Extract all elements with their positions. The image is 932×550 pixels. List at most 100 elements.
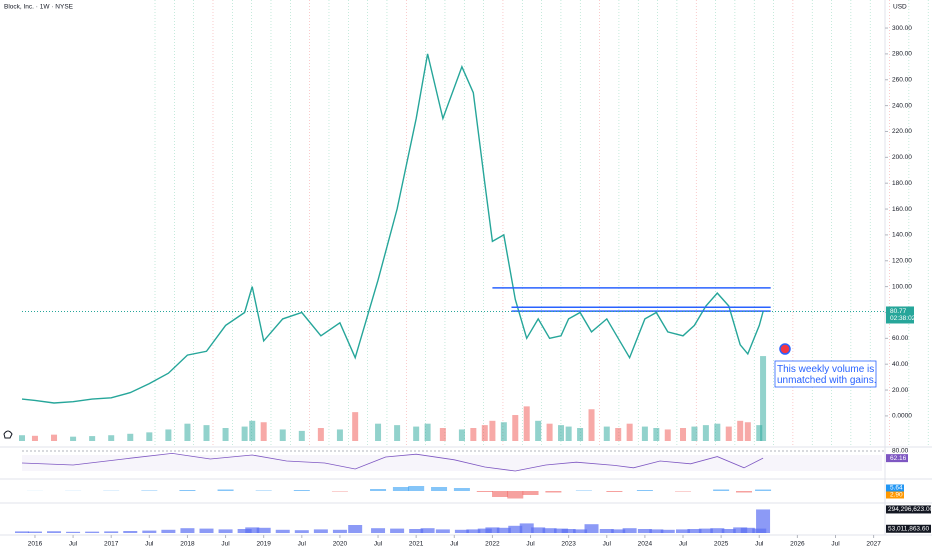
x-tick-label: 2023 [561,541,576,548]
histogram-bar [179,490,196,491]
x-tick-label: 2018 [180,541,195,548]
x-tick-label: Jul [298,541,307,548]
y-tick-label: 0.0000 [892,413,912,420]
x-tick-label: 2024 [638,541,653,548]
volume-bar [89,436,96,441]
volume-bar [702,425,709,441]
volume-bar [508,525,523,533]
volume-bar [691,426,698,441]
y-tick-label: 240.00 [892,102,912,109]
volume-bar [15,531,29,533]
volume-bar [332,529,347,533]
volume-bar [245,527,260,533]
volume-bar [599,529,614,533]
volume-bar [622,528,637,533]
volume-bar [218,529,233,533]
volume-bar [558,425,565,441]
x-tick-label: Jul [755,541,764,548]
histogram-bar [255,490,272,491]
last-price-label: 80.77 [890,308,907,315]
volume-bar [535,420,542,441]
volume-bar [660,529,675,533]
volume-bar [744,422,751,441]
volume-bar [737,420,744,441]
histogram-bar [575,490,592,491]
volume-bar [70,436,77,441]
volume-bar [123,531,138,533]
logo [3,430,13,439]
histogram-bar [476,491,493,492]
rsi-value-label: 62.16 [890,455,907,462]
volume-bar [260,422,267,441]
volume-bar [31,435,38,441]
volume-value-label: 53,011,863.60 [888,525,929,532]
histogram-bar [331,491,348,492]
volume-bar [371,528,386,533]
rsi-value-box [886,454,908,463]
histogram-bar [713,489,730,491]
volume-bar [203,425,210,441]
histogram-bar [141,490,158,491]
y-tick-label: 200.00 [892,154,912,161]
volume-bar [439,428,446,441]
volume-bar [546,423,553,441]
volume-bar [676,529,691,533]
histogram-bar [522,491,539,495]
histogram-bar [507,491,524,499]
x-tick-label: 2027 [866,541,881,548]
volume-bar [531,527,546,533]
volume-bar [47,531,62,533]
volume-bar [375,423,382,441]
volume-bar [19,435,25,441]
volume-bar [615,428,622,441]
volume-bar [710,528,725,533]
volume-bar [104,531,119,533]
volume-bar [352,412,359,441]
y-tick-label: 100.00 [892,283,912,290]
y-tick-label: 140.00 [892,232,912,239]
volume-bar [199,528,214,533]
volume-bar [146,432,153,441]
histogram-bar [675,491,692,492]
y-tick-label: 20.00 [892,387,909,394]
x-tick-label: 2025 [714,541,729,548]
x-tick-label: 2020 [333,541,348,548]
volume-bar [760,356,767,441]
x-tick-label: 2026 [790,541,805,548]
x-tick-label: Jul [831,541,840,548]
y-tick-label: 120.00 [892,257,912,264]
volume-bar [519,523,534,533]
volume-bar [626,423,633,441]
rsi-band [22,455,882,471]
histogram-bar [217,489,234,491]
volume-value-box [886,524,931,533]
volume-bar [85,531,100,533]
x-tick-label: Jul [145,541,154,548]
series-line [21,452,764,472]
volume-bar [420,528,435,533]
volume-bar [756,509,771,533]
y-tick-label: 280.00 [892,51,912,58]
volume-bar [687,529,702,533]
y-tick-label: 40.00 [892,361,909,368]
last-price-box [886,306,914,324]
x-tick-label: 2016 [28,541,43,548]
volume-bar [222,428,229,441]
histogram-bar [453,488,470,491]
volume-bar [66,531,81,533]
macd-value-label: 5.64 [890,485,903,492]
volume-bar [466,529,481,533]
volume-bar [485,527,500,533]
x-tick-label: Jul [221,541,230,548]
histogram-bar [370,489,387,491]
volume-bar [27,531,42,533]
histogram-bar [392,487,409,491]
volume-bar [317,428,324,441]
volume-bar [641,426,648,441]
histogram-bar [431,487,448,491]
volume-bar [237,529,252,533]
histogram-bar [736,491,753,493]
volume-bar [664,429,671,441]
volume-bar [294,530,309,533]
